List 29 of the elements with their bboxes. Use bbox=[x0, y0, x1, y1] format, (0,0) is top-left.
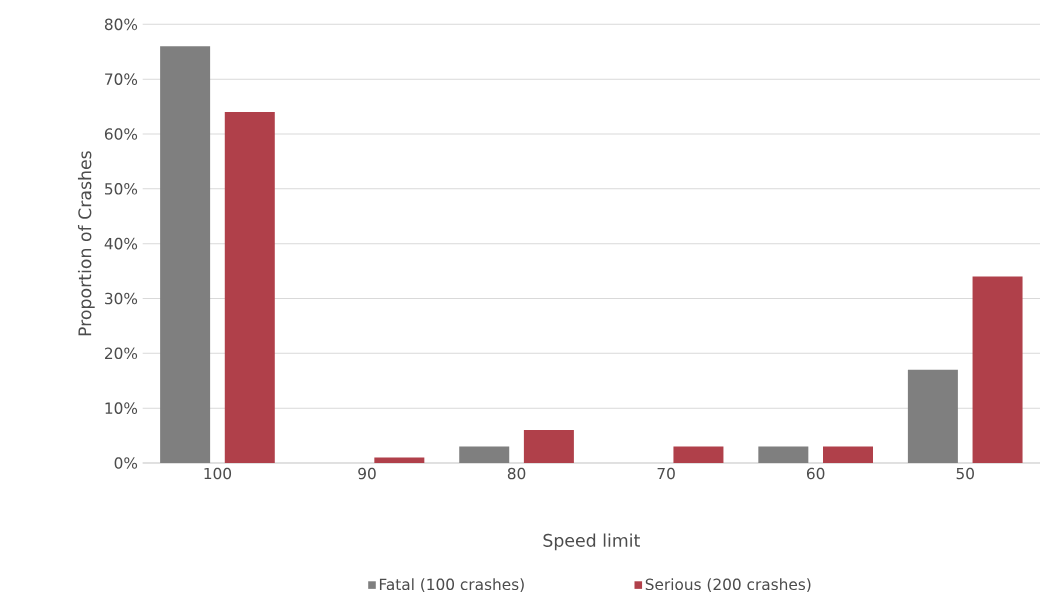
y-tick-label: 20% bbox=[105, 347, 138, 360]
y-tick-label: 10% bbox=[105, 402, 138, 414]
bar bbox=[374, 457, 425, 463]
legend-label: Serious (200 crashes) bbox=[645, 578, 811, 592]
y-tick-label: 30% bbox=[105, 292, 138, 305]
x-tick-label: 80 bbox=[507, 467, 526, 480]
bar bbox=[459, 446, 510, 463]
x-tick-label: 100 bbox=[204, 467, 232, 480]
x-tick-label: 70 bbox=[657, 467, 675, 480]
bar bbox=[758, 446, 809, 463]
bar bbox=[160, 46, 211, 463]
bar bbox=[673, 446, 724, 463]
y-tick-label: 70% bbox=[105, 73, 138, 85]
bar bbox=[224, 111, 275, 463]
x-tick-label: 60 bbox=[806, 467, 825, 480]
x-axis-title: Speed limit bbox=[543, 533, 640, 551]
x-tick-label: 90 bbox=[358, 467, 376, 480]
bar bbox=[823, 446, 873, 463]
x-tick-label: 50 bbox=[956, 467, 974, 480]
bar bbox=[907, 369, 958, 463]
bar bbox=[523, 429, 574, 463]
y-tick-label: 80% bbox=[104, 18, 138, 31]
bar bbox=[972, 276, 1023, 463]
y-tick-label: 0% bbox=[114, 457, 138, 469]
legend-label: Fatal (100 crashes) bbox=[379, 578, 524, 592]
y-axis-title: Proportion of Crashes bbox=[77, 151, 95, 336]
y-tick-label: 40% bbox=[104, 237, 138, 250]
y-tick-label: 50% bbox=[105, 182, 138, 195]
y-tick-label: 60% bbox=[104, 128, 138, 140]
